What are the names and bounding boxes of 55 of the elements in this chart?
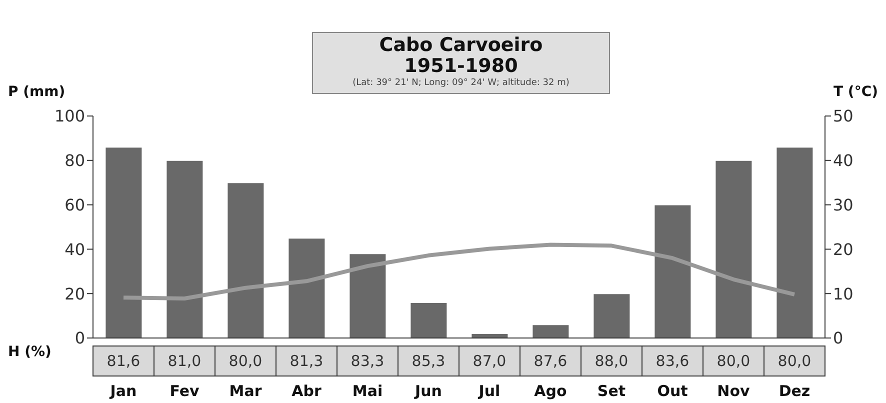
y-tick-label: 60 [64, 195, 85, 214]
text: H (%) [8, 344, 52, 360]
y2-tick-label: 40 [833, 151, 854, 170]
y2-tick-label: 50 [833, 106, 854, 126]
x-tick-label: Jan [109, 382, 137, 400]
text: 83,6 [656, 352, 690, 370]
y2-axis-title: T (°C) [834, 84, 878, 100]
y-tick-label: 0 [74, 328, 85, 348]
text: 80,0 [716, 352, 750, 370]
x-tick-label: Out [657, 382, 688, 400]
bar [470, 333, 509, 338]
bar [714, 160, 753, 338]
chart-title: Cabo Carvoeiro [378, 34, 544, 56]
x-tick-label: Fev [170, 382, 200, 400]
line-series [122, 242, 796, 300]
x-tick-label: Mar [229, 382, 262, 400]
bar [410, 302, 448, 338]
y-tick-label: 40 [64, 240, 85, 259]
text: 81,3 [290, 352, 324, 370]
text: 80,0 [778, 352, 812, 370]
y-tick-label: 20 [64, 284, 85, 304]
text: 87,6 [534, 352, 568, 370]
y-tick-label: 100 [54, 106, 85, 126]
bar [348, 253, 387, 338]
y2-tick-label: 0 [833, 328, 844, 348]
x-tick-label: Jun [414, 382, 442, 400]
chart-subtitle: 1951-1980 [403, 55, 519, 77]
text: 88,0 [594, 352, 628, 370]
y2-tick-label: 10 [833, 284, 854, 304]
text: 80,0 [228, 352, 262, 370]
y-axis-title: P (mm) [8, 84, 66, 100]
bar [776, 146, 814, 338]
text: (Lat: 39° 21' N; Long: 09° 24' W; altitude: 32 m) [352, 77, 570, 89]
y-tick-label: 80 [64, 151, 85, 170]
bar [104, 146, 143, 338]
x-tick-label: Dez [778, 382, 810, 400]
y2-tick-label: 30 [833, 195, 854, 214]
text: 83,3 [350, 352, 384, 370]
x-tick-label: Nov [717, 382, 750, 400]
bar [166, 160, 204, 338]
x-tick-label: Ago [534, 382, 567, 400]
x-tick-label: Mai [352, 382, 383, 400]
text: 87,0 [472, 352, 506, 370]
text: 81,0 [168, 352, 202, 370]
bar [288, 238, 326, 338]
x-tick-label: Set [597, 382, 626, 400]
y2-tick-label: 20 [833, 240, 854, 259]
bar [654, 204, 692, 338]
bar [532, 324, 570, 338]
x-tick-label: Jul [478, 382, 500, 400]
bar [592, 293, 631, 338]
x-tick-label: Abr [292, 382, 322, 400]
text: 81,6 [106, 352, 140, 370]
text: 85,3 [412, 352, 446, 370]
bar [226, 182, 265, 338]
